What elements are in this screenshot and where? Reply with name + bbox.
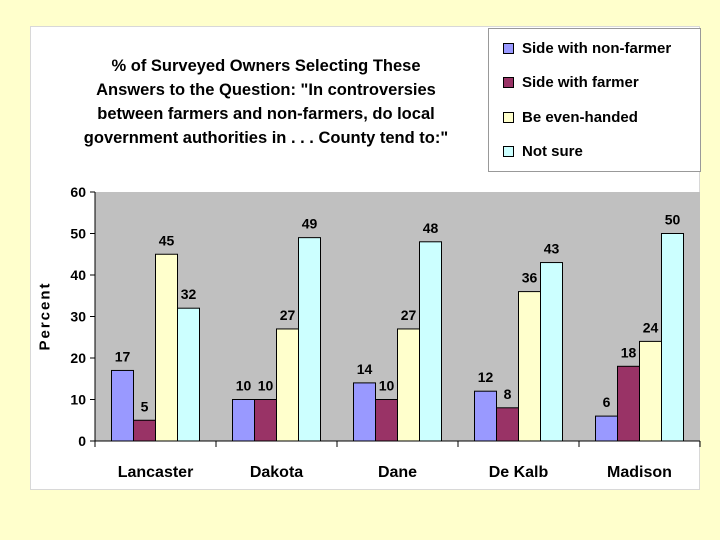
x-tick-label: De Kalb [489,464,549,481]
bar-dane-series-1 [375,399,398,442]
data-label: 10 [236,378,252,394]
data-label: 5 [141,398,149,414]
data-label: 17 [115,348,131,364]
y-tick-label: 0 [78,433,86,449]
chart-title-line-4: government authorities in . . . County t… [83,129,449,147]
data-label: 32 [181,286,197,302]
legend-swatch-0 [503,42,514,54]
y-tick-label: 60 [70,184,86,200]
legend-label: Side with farmer [522,73,639,91]
bar-dane-series-2 [397,328,420,442]
bar-madison-series-0 [595,415,618,442]
bar-de-kalb-series-1 [496,407,519,442]
y-tick-label: 10 [70,392,86,408]
legend-item-not-sure: Not sure [503,142,583,160]
x-tick-label: Dakota [250,464,303,481]
x-tick-label: Dane [378,464,417,481]
data-label: 8 [504,386,512,402]
bar-madison-series-3 [661,233,684,442]
bar-lancaster-series-2 [155,253,178,442]
bar-dakota-series-1 [254,399,277,442]
legend-label: Side with non-farmer [522,39,672,57]
legend-label: Be even-handed [522,108,638,126]
chart-title-line-1: % of Surveyed Owners Selecting These [111,57,421,75]
legend-item-side-with-farmer: Side with farmer [503,73,639,91]
bar-de-kalb-series-0 [474,390,497,442]
data-label: 10 [258,378,274,394]
data-label: 24 [643,319,659,335]
x-tick-label: Lancaster [118,464,194,481]
data-label: 48 [423,220,439,236]
chart-title-line-3: between farmers and non-farmers, do loca… [97,105,435,123]
bar-de-kalb-series-2 [518,291,541,442]
bar-de-kalb-series-3 [540,262,563,442]
bar-dakota-series-0 [232,399,255,442]
bar-lancaster-series-0 [111,369,134,442]
data-label: 6 [603,394,611,410]
bar-madison-series-2 [639,340,662,442]
x-tick-label: Madison [607,464,672,481]
data-label: 12 [478,369,494,385]
y-tick-label: 20 [70,350,86,366]
data-label: 45 [159,232,175,248]
bar-madison-series-1 [617,365,640,442]
y-tick-label: 40 [70,267,86,283]
y-tick-label: 50 [70,226,86,242]
data-label: 50 [665,212,681,228]
chart-legend: Side with non-farmer Side with farmer Be… [488,28,701,172]
bar-dane-series-0 [353,382,376,442]
bar-dakota-series-3 [298,237,321,442]
legend-item-side-with-non-farmer: Side with non-farmer [503,39,671,57]
bar-lancaster-series-1 [133,419,156,442]
data-label: 49 [302,216,318,232]
chart-title-line-2: Answers to the Question: "In controversi… [96,81,436,99]
legend-label: Not sure [522,142,583,160]
data-label: 10 [379,378,395,394]
legend-swatch-1 [503,76,514,88]
bar-lancaster-series-3 [177,307,200,442]
data-label: 27 [280,307,296,323]
data-label: 18 [621,344,637,360]
data-label: 36 [522,270,538,286]
data-label: 43 [544,241,560,257]
legend-swatch-3 [503,145,514,157]
y-tick-label: 30 [70,309,86,325]
legend-item-be-even-handed: Be even-handed [503,108,638,126]
bar-dane-series-3 [419,241,442,442]
bar-dakota-series-2 [276,328,299,442]
data-label: 27 [401,307,417,323]
legend-swatch-2 [503,111,514,123]
data-label: 14 [357,361,373,377]
